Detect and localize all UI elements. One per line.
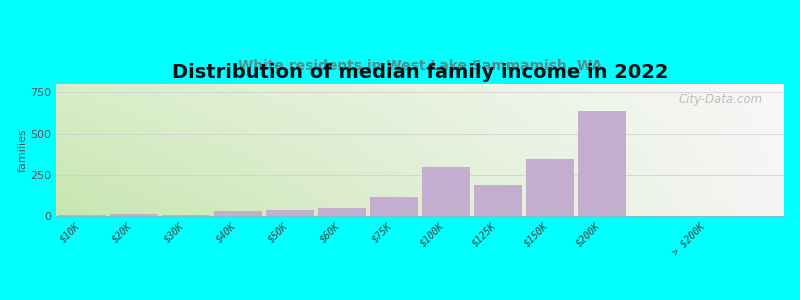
Bar [318,208,366,216]
Bar [578,111,626,216]
Text: White residents in West Lake Sammamish, WA: White residents in West Lake Sammamish, … [238,59,602,74]
Bar [474,184,522,216]
Bar [526,159,574,216]
Bar [214,211,262,216]
Text: City-Data.com: City-Data.com [678,93,762,106]
Bar [58,215,106,216]
Bar [162,215,210,216]
Bar [110,214,158,216]
Bar [422,167,470,216]
Bar [266,210,314,216]
Title: Distribution of median family income in 2022: Distribution of median family income in … [172,63,668,82]
Y-axis label: families: families [18,128,27,172]
Bar [370,197,418,216]
